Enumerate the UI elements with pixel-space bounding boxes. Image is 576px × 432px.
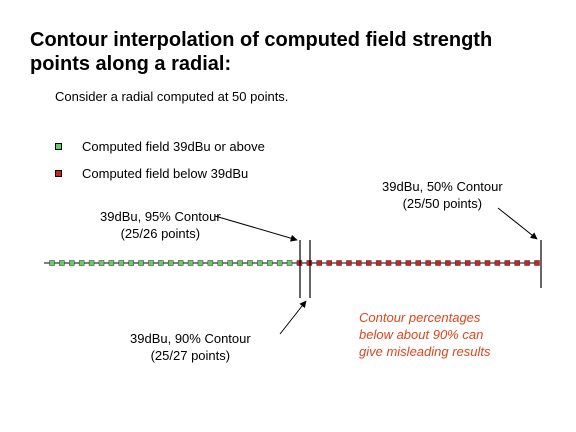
radial-point-10	[138, 260, 144, 266]
slide-title: Contour interpolation of computed field …	[30, 29, 493, 75]
contour-50-label: 39dBu, 50% Contour (25/50 points)	[382, 178, 503, 212]
radial-point-36	[395, 260, 402, 266]
warning-note-line-3: give misleading results	[359, 344, 491, 359]
radial-point-50	[534, 260, 540, 266]
contour-90-label: 39dBu, 90% Contour (25/27 points)	[130, 330, 251, 364]
radial-point-45	[484, 260, 491, 266]
radial-point-23	[267, 260, 273, 266]
radial-point-31	[346, 260, 352, 266]
warning-note-line-1: Contour percentages	[359, 310, 481, 325]
radial-point-40	[435, 260, 441, 266]
radial-point-2	[59, 260, 65, 266]
radial-point-25	[286, 260, 293, 266]
legend-swatch-below	[55, 170, 62, 177]
contour-95-arrow	[214, 215, 298, 242]
legend-label-above: Computed field 39dBu or above	[82, 139, 265, 154]
radial-point-24	[276, 260, 283, 266]
radial-point-34	[375, 260, 382, 266]
warning-note: Contour percentages below about 90% can …	[359, 309, 491, 360]
radial-point-18	[217, 260, 224, 266]
radial-point-43	[464, 260, 471, 266]
radial-point-15	[187, 260, 194, 266]
contour-50-title: 39dBu, 50% Contour	[382, 179, 503, 194]
radial-point-38	[415, 260, 421, 266]
radial-point-4	[78, 260, 85, 266]
radial-point-6	[98, 260, 105, 266]
contour-90-points: (25/27 points)	[150, 348, 231, 363]
legend-swatch-above	[55, 143, 62, 150]
radial-point-7	[108, 260, 115, 266]
radial-point-29	[326, 260, 332, 266]
contour-50-arrow	[497, 207, 538, 240]
radial-point-1	[49, 260, 55, 266]
radial-point-20	[237, 260, 243, 266]
radial-point-47	[504, 260, 511, 266]
radial-point-11	[148, 260, 154, 266]
radial-point-33	[365, 260, 372, 266]
radial-point-8	[118, 260, 125, 266]
radial-point-49	[524, 260, 530, 266]
radial-point-5	[88, 260, 95, 266]
radial-point-46	[494, 260, 501, 266]
radial-point-42	[455, 260, 461, 266]
warning-note-line-2: below about 90% can	[359, 327, 484, 342]
slide-subtitle: Consider a radial computed at 50 points.	[55, 89, 289, 104]
radial-point-27	[306, 260, 313, 266]
radial-point-48	[514, 260, 520, 266]
radial-points	[49, 260, 540, 266]
radial-point-14	[177, 260, 184, 266]
radial-point-37	[405, 260, 412, 266]
contour-95-title: 39dBu, 95% Contour	[100, 209, 221, 224]
contour-50-points: (25/50 points)	[402, 196, 483, 211]
contour-95-points: (25/26 points)	[120, 226, 201, 241]
contour-95-label: 39dBu, 95% Contour (25/26 points)	[100, 208, 221, 242]
radial-point-28	[316, 260, 322, 266]
radial-point-12	[158, 260, 164, 266]
radial-point-41	[445, 260, 451, 266]
radial-point-30	[336, 260, 342, 266]
radial-point-13	[168, 260, 174, 266]
radial-point-22	[257, 260, 263, 266]
legend-item-below: Computed field below 39dBu	[55, 166, 248, 181]
radial-point-3	[69, 260, 75, 266]
radial-point-44	[474, 260, 481, 266]
radial-point-35	[385, 260, 392, 266]
legend-label-below: Computed field below 39dBu	[82, 166, 249, 181]
radial-point-39	[425, 260, 431, 266]
radial-point-21	[247, 260, 253, 266]
contour-90-title: 39dBu, 90% Contour	[130, 331, 251, 346]
radial-point-16	[197, 260, 204, 266]
legend-item-above: Computed field 39dBu or above	[55, 139, 265, 154]
radial-point-17	[207, 260, 214, 266]
radial-point-32	[356, 260, 362, 266]
radial-point-19	[227, 260, 233, 266]
radial-point-9	[128, 260, 134, 266]
contour-90-arrow	[279, 300, 307, 335]
